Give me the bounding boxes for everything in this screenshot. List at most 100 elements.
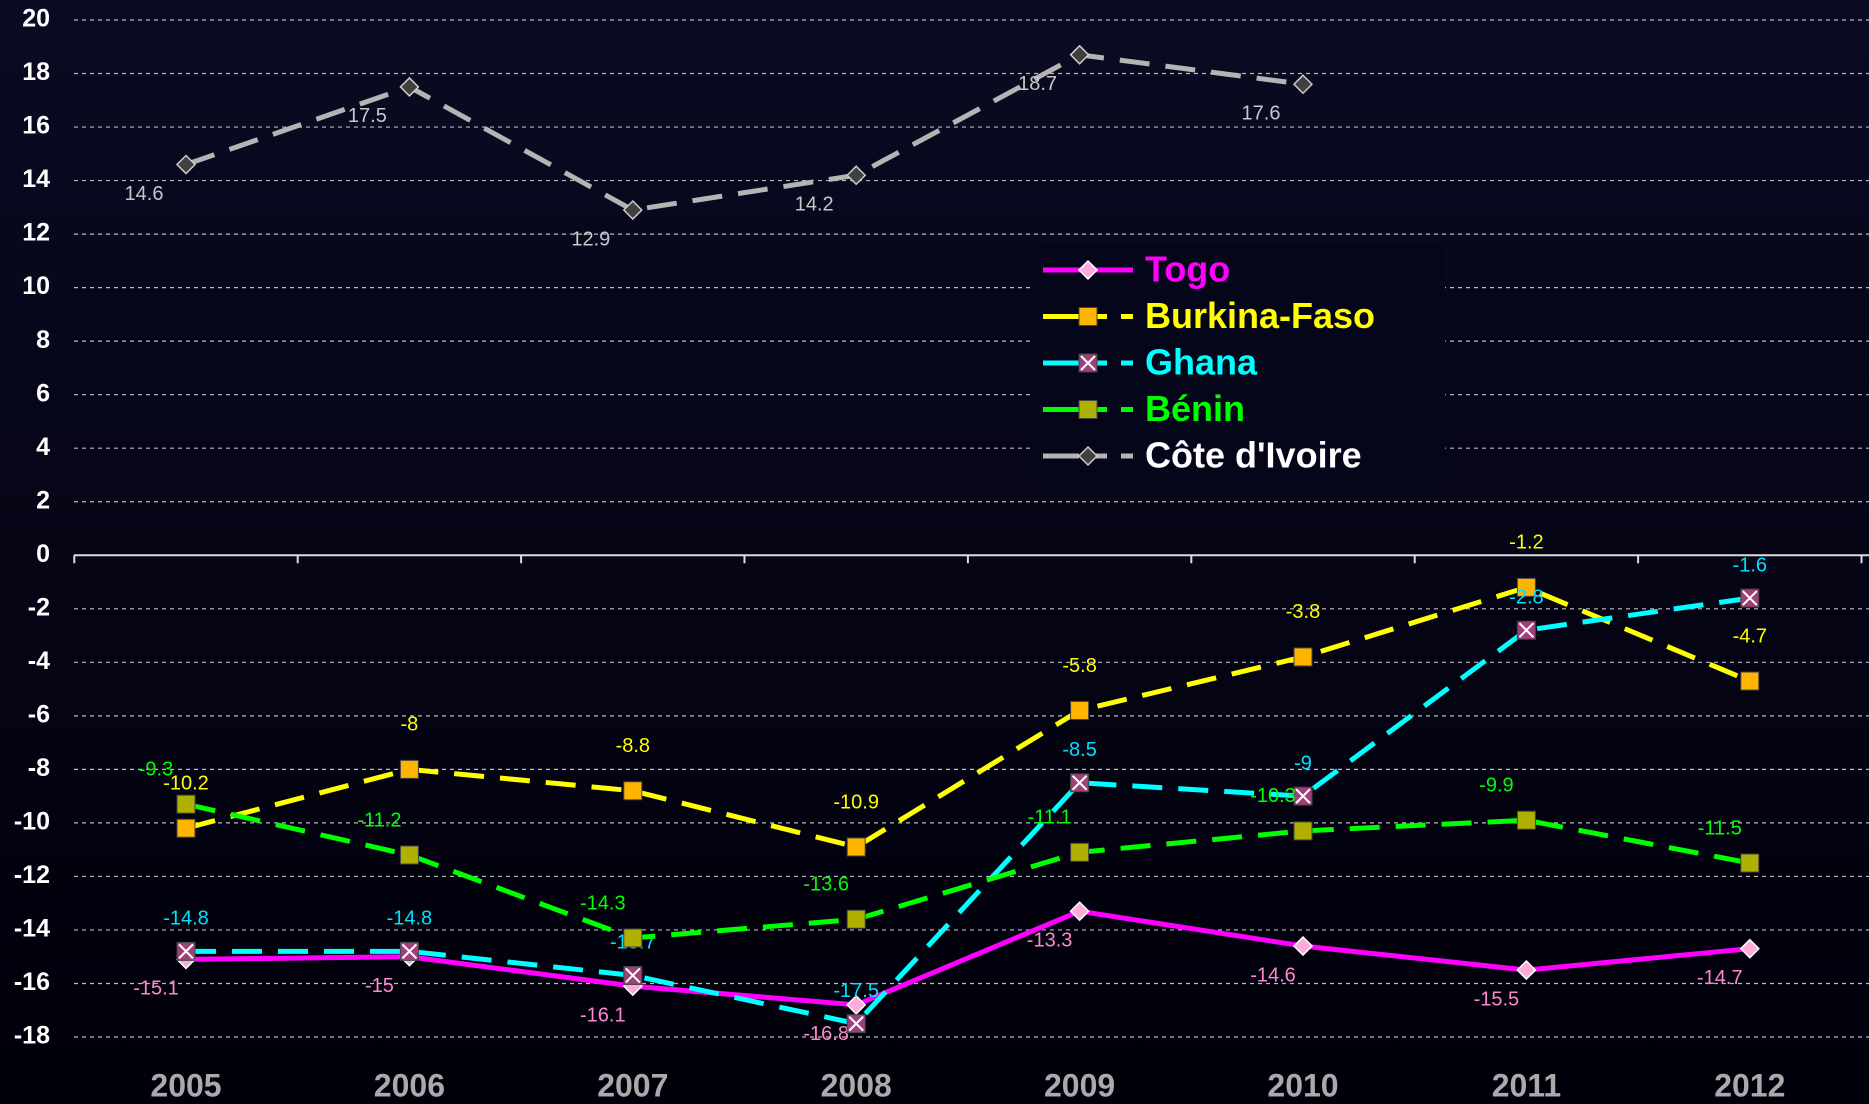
marker bbox=[1516, 960, 1537, 981]
y-tick-label: -14 bbox=[14, 915, 50, 943]
data-label: -2.8 bbox=[1509, 586, 1543, 608]
line bbox=[186, 595, 1751, 1027]
data-label: -13.3 bbox=[1027, 929, 1073, 951]
y-tick-label: 14 bbox=[22, 165, 50, 193]
marker bbox=[1069, 901, 1090, 922]
y-tick-label: -2 bbox=[28, 593, 50, 621]
data-label: -1.2 bbox=[1509, 532, 1543, 554]
data-label: 12.9 bbox=[571, 228, 610, 250]
data-label: -11.5 bbox=[1698, 817, 1742, 839]
legend-marker bbox=[1078, 307, 1098, 326]
y-tick-label: 10 bbox=[22, 272, 50, 300]
marker-cross bbox=[848, 1015, 864, 1032]
data-label: -15.5 bbox=[1474, 988, 1520, 1010]
data-label: -8.8 bbox=[616, 735, 650, 757]
data-label: 17.6 bbox=[1242, 103, 1281, 125]
y-tick-label: 8 bbox=[36, 326, 50, 354]
data-label: -9.9 bbox=[1479, 774, 1513, 796]
marker bbox=[176, 818, 196, 838]
legend-marker bbox=[1077, 445, 1099, 467]
data-label: 17.5 bbox=[348, 105, 387, 127]
x-tick-label: 2009 bbox=[1044, 1067, 1115, 1103]
marker-cross bbox=[1518, 622, 1535, 638]
data-label: -14.8 bbox=[163, 908, 209, 930]
y-tick-label: 0 bbox=[36, 540, 50, 568]
marker bbox=[622, 199, 643, 221]
marker bbox=[846, 909, 866, 929]
marker bbox=[176, 794, 196, 814]
y-tick-label: -6 bbox=[28, 700, 50, 728]
y-tick-label: -16 bbox=[14, 968, 50, 996]
data-label: -11.2 bbox=[357, 809, 401, 831]
series: 14.6 17.5 12.9 14.2 18.7 17.6 bbox=[125, 44, 1314, 250]
marker bbox=[623, 781, 643, 801]
y-tick-label: -8 bbox=[28, 754, 50, 782]
data-label: -17.5 bbox=[833, 980, 879, 1002]
marker-cross bbox=[401, 943, 418, 960]
y-tick-label: 6 bbox=[36, 379, 50, 407]
legend-label: Bénin bbox=[1145, 388, 1245, 429]
legend-label: Burkina-Faso bbox=[1145, 295, 1375, 336]
marker-cross bbox=[1295, 788, 1311, 804]
data-label: -13.6 bbox=[803, 874, 849, 896]
data-label: -15 bbox=[365, 975, 394, 997]
marker bbox=[846, 994, 867, 1015]
legend-label: Côte d'Ivoire bbox=[1145, 435, 1362, 476]
y-tick-label: 12 bbox=[22, 219, 50, 247]
legend-marker bbox=[1077, 259, 1099, 281]
data-label: -14.3 bbox=[580, 892, 626, 914]
marker bbox=[1292, 935, 1314, 957]
y-tick-label: 16 bbox=[22, 112, 50, 140]
marker bbox=[399, 76, 420, 97]
x-tick-label: 2005 bbox=[150, 1067, 221, 1103]
x-tick-label: 2008 bbox=[821, 1067, 892, 1103]
data-label: -10.3 bbox=[1250, 785, 1296, 807]
y-tick-label: -12 bbox=[14, 861, 50, 889]
data-label: -15.1 bbox=[133, 978, 179, 1000]
data-label: -10.9 bbox=[833, 791, 879, 813]
data-label: -16.1 bbox=[580, 1004, 626, 1026]
marker-cross bbox=[1071, 775, 1088, 791]
data-label: -10.2 bbox=[163, 773, 209, 795]
marker bbox=[399, 759, 419, 779]
marker bbox=[1516, 577, 1536, 597]
data-label: -3.8 bbox=[1286, 601, 1320, 623]
legend-marker bbox=[1078, 400, 1098, 419]
data-label: -16.8 bbox=[803, 1023, 849, 1045]
series: -9.3 -11.2 -14.3 -13.6 -11.1 -10.3 -9.9 -11.5 bbox=[139, 758, 1760, 948]
data-label: 14.6 bbox=[125, 183, 164, 205]
marker bbox=[846, 165, 867, 186]
data-label: 18.7 bbox=[1018, 73, 1057, 95]
legend-label: Ghana bbox=[1145, 342, 1258, 383]
legend-label: Togo bbox=[1145, 249, 1230, 290]
y-tick-label: 2 bbox=[36, 486, 50, 514]
x-tick-label: 2007 bbox=[597, 1067, 668, 1103]
y-tick-label: 4 bbox=[36, 433, 50, 461]
data-label: -9 bbox=[1294, 752, 1312, 774]
marker bbox=[399, 845, 419, 865]
data-label: -11.1 bbox=[1028, 807, 1072, 829]
marker bbox=[175, 154, 197, 175]
marker bbox=[1293, 821, 1313, 841]
data-label: 14.2 bbox=[795, 194, 834, 216]
data-label: -14.6 bbox=[1250, 964, 1296, 986]
marker bbox=[623, 928, 643, 948]
line bbox=[185, 52, 1304, 213]
marker bbox=[1292, 74, 1314, 95]
legend-marker-cross bbox=[1080, 355, 1096, 371]
y-tick-label: 18 bbox=[22, 58, 50, 86]
line bbox=[185, 908, 1751, 1008]
data-label: -4.7 bbox=[1733, 625, 1767, 647]
marker bbox=[846, 837, 866, 857]
marker bbox=[1069, 44, 1090, 65]
data-label: -5.8 bbox=[1062, 655, 1096, 677]
data-label: -1.6 bbox=[1733, 554, 1767, 576]
y-tick-label: -18 bbox=[14, 1022, 50, 1050]
y-tick-label: -10 bbox=[14, 808, 50, 836]
x-tick-label: 2006 bbox=[374, 1067, 445, 1103]
data-label: -8 bbox=[401, 714, 419, 736]
marker bbox=[1070, 700, 1090, 720]
